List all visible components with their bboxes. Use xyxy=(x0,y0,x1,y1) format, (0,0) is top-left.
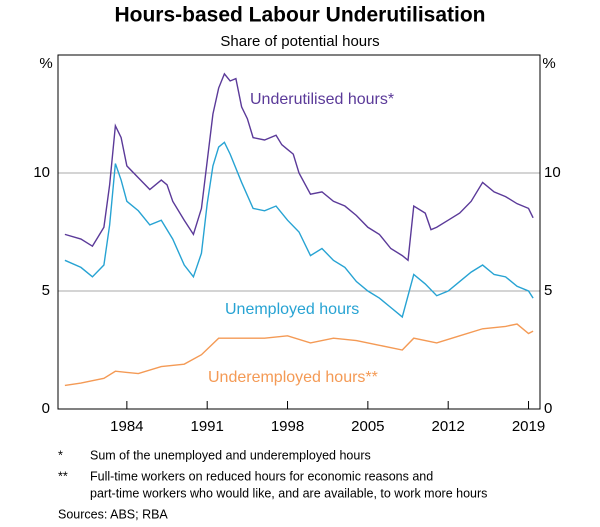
note-text: part-time workers who would like, and ar… xyxy=(90,486,487,500)
chart-title: Hours-based Labour Underutilisation xyxy=(114,4,485,27)
source: Sources: ABS; RBA xyxy=(58,507,168,521)
y-tick-label: 5 xyxy=(42,282,50,299)
line-series xyxy=(64,323,534,387)
y-tick-label: 0 xyxy=(42,400,50,417)
y-unit: % xyxy=(39,55,52,72)
x-tick-label: 2012 xyxy=(432,418,465,435)
note-text: Full-time workers on reduced hours for e… xyxy=(90,469,433,483)
y-tick-label: 10 xyxy=(33,164,50,181)
note-mark: ** xyxy=(58,469,68,483)
series-label: Underemployed hours** xyxy=(208,369,378,386)
y2-tick-label: 5 xyxy=(544,282,552,299)
line-series xyxy=(64,72,534,262)
line-series xyxy=(64,141,534,319)
x-tick-label: 1998 xyxy=(271,418,304,435)
y2-tick-label: 0 xyxy=(544,400,552,417)
x-tick-label: 1991 xyxy=(191,418,224,435)
x-tick-label: 2005 xyxy=(351,418,384,435)
y2-tick-label: 10 xyxy=(544,164,561,181)
series-label: Unemployed hours xyxy=(225,301,359,318)
note-text: Sum of the unemployed and underemployed … xyxy=(90,448,371,462)
plot-frame xyxy=(57,54,541,410)
chart-subtitle: Share of potential hours xyxy=(220,33,379,50)
x-tick-label: 2019 xyxy=(512,418,545,435)
y2-unit: % xyxy=(542,55,555,72)
note-mark: * xyxy=(58,448,63,462)
series-label: Underutilised hours* xyxy=(250,91,394,108)
x-tick-label: 1984 xyxy=(110,418,143,435)
